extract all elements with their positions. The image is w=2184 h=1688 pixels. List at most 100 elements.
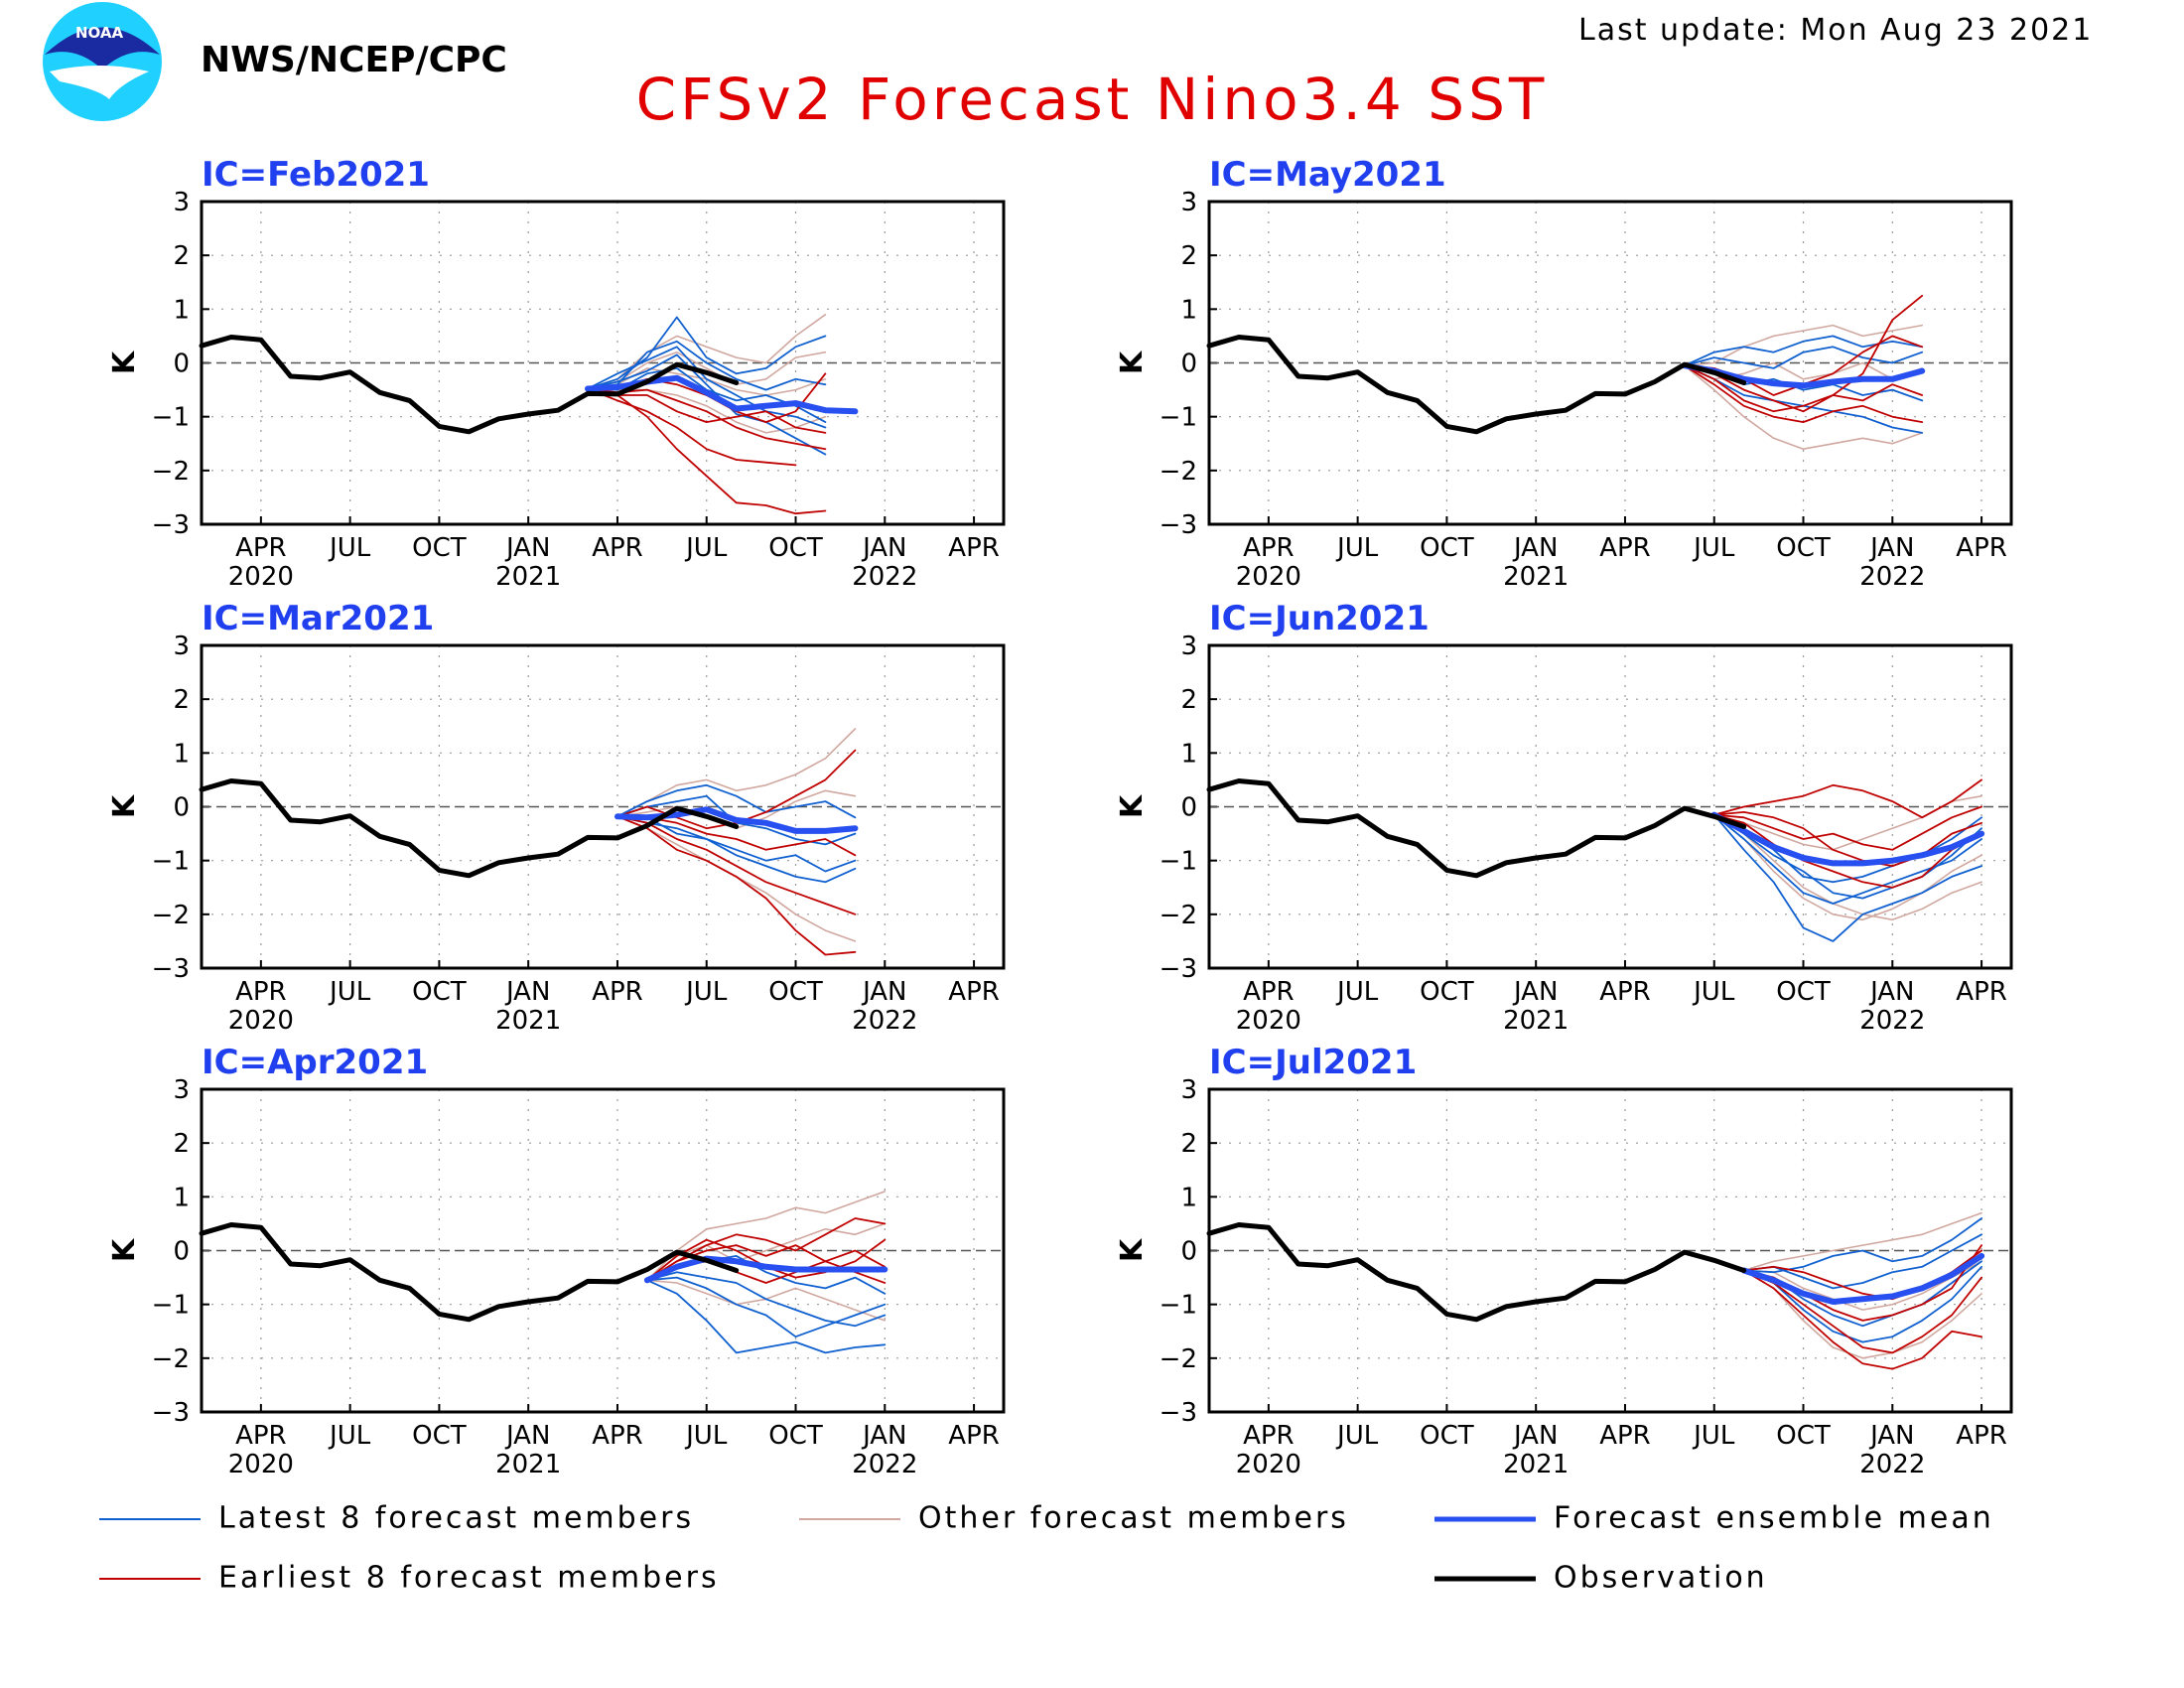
y-axis-label: K — [107, 350, 142, 374]
x-tick-label: JUL — [1692, 977, 1735, 1007]
y-tick-label: −2 — [152, 1344, 190, 1374]
x-tick-year: 2021 — [1503, 562, 1569, 592]
legend-earliest-label: Earliest 8 forecast members — [218, 1561, 720, 1596]
y-tick-label: −3 — [1160, 510, 1197, 540]
y-tick-label: 1 — [1180, 739, 1197, 769]
x-tick-label: APR — [235, 533, 287, 563]
y-tick-label: −1 — [1160, 1291, 1197, 1321]
y-axis-label: K — [1115, 793, 1150, 818]
x-tick-year: 2020 — [1236, 1006, 1301, 1036]
earliest-member-line — [616, 815, 857, 956]
panel-frame — [1207, 200, 2013, 526]
latest-member-line — [587, 316, 827, 390]
y-tick-label: −3 — [1160, 1398, 1197, 1428]
y-tick-label: −2 — [152, 457, 190, 487]
x-tick-year: 2022 — [852, 1450, 917, 1479]
y-tick-label: −3 — [152, 1398, 190, 1428]
x-tick-label: JUL — [684, 533, 728, 563]
x-tick-label: APR — [948, 533, 1000, 563]
x-tick-label: OCT — [1420, 977, 1474, 1007]
x-tick-label: JAN — [861, 977, 906, 1007]
x-tick-label: JUL — [684, 977, 728, 1007]
y-tick-label: −1 — [1160, 847, 1197, 877]
x-tick-label: APR — [1599, 1421, 1651, 1451]
y-tick-label: −1 — [1160, 403, 1197, 433]
x-tick-label: JUL — [328, 1421, 371, 1451]
observation-line — [199, 1222, 740, 1323]
latest-member-line — [646, 1279, 887, 1354]
y-tick-label: −1 — [152, 403, 190, 433]
x-tick-label: APR — [948, 1421, 1000, 1451]
panel-ic-label: IC=May2021 — [1209, 155, 1446, 195]
x-tick-label: APR — [235, 977, 287, 1007]
x-tick-label: APR — [235, 1421, 287, 1451]
x-tick-year: 2022 — [852, 562, 917, 592]
other-member-line — [1742, 1260, 1982, 1311]
y-tick-label: −1 — [152, 847, 190, 877]
y-tick-label: −3 — [1160, 954, 1197, 984]
latest-member-line — [1742, 1233, 1982, 1290]
panel-frame — [200, 1087, 1006, 1414]
other-member-line — [1712, 813, 1982, 921]
x-tick-label: APR — [592, 977, 643, 1007]
earliest-member-line — [1712, 778, 1982, 819]
x-tick-label: JUL — [1335, 977, 1379, 1007]
x-tick-year: 2021 — [1503, 1450, 1569, 1479]
earliest-member-line — [1712, 811, 1982, 867]
x-tick-year: 2021 — [495, 562, 561, 592]
panel-ic-label: IC=Mar2021 — [202, 599, 434, 638]
logo-text: NOAA — [75, 24, 124, 42]
y-tick-label: −2 — [1160, 1344, 1197, 1374]
y-tick-label: 1 — [173, 1183, 190, 1212]
panel-frame — [200, 200, 1006, 526]
x-tick-year: 2022 — [1859, 1006, 1925, 1036]
observation-line — [1206, 335, 1747, 435]
panel-ic-label: IC=Feb2021 — [202, 155, 430, 195]
x-tick-label: OCT — [768, 1421, 823, 1451]
y-tick-label: 2 — [1180, 241, 1197, 271]
panel-ic-label: IC=Jul2021 — [1209, 1043, 1417, 1082]
latest-member-line — [646, 1276, 887, 1338]
legend-mean-label: Forecast ensemble mean — [1554, 1501, 1994, 1536]
latest-member-line — [1742, 1265, 1982, 1343]
earliest-member-line — [587, 387, 827, 515]
legend-other-label: Other forecast members — [918, 1501, 1349, 1536]
latest-member-line — [616, 815, 857, 873]
y-tick-label: 1 — [1180, 295, 1197, 325]
y-axis-label: K — [107, 793, 142, 818]
y-tick-label: −2 — [1160, 457, 1197, 487]
latest-member-line — [646, 1255, 887, 1295]
x-tick-year: 2021 — [495, 1450, 561, 1479]
x-tick-label: APR — [1599, 977, 1651, 1007]
y-tick-label: 2 — [173, 685, 190, 715]
x-tick-label: JAN — [1868, 1421, 1914, 1451]
x-tick-label: APR — [592, 533, 643, 563]
other-member-line — [1684, 364, 1923, 451]
y-tick-label: 3 — [173, 632, 190, 661]
earliest-member-line — [587, 387, 797, 467]
y-tick-label: −3 — [152, 954, 190, 984]
y-tick-label: −3 — [152, 510, 190, 540]
x-tick-label: OCT — [1420, 533, 1474, 563]
y-tick-label: 2 — [1180, 685, 1197, 715]
y-tick-label: 0 — [1180, 350, 1197, 379]
legend-observation-label: Observation — [1554, 1561, 1768, 1596]
y-axis-label: K — [1115, 350, 1150, 374]
x-tick-label: JAN — [1868, 533, 1914, 563]
other-member-line — [1742, 1211, 1982, 1272]
earliest-member-line — [1742, 1269, 1982, 1370]
x-tick-label: OCT — [1776, 533, 1831, 563]
latest-member-line — [646, 1271, 887, 1328]
x-tick-label: APR — [948, 977, 1000, 1007]
other-member-line — [1742, 1269, 1982, 1359]
other-member-line — [1712, 813, 1982, 921]
earliest-member-line — [1683, 294, 1924, 413]
x-tick-label: JUL — [1692, 533, 1735, 563]
x-tick-label: APR — [1956, 977, 2007, 1007]
x-tick-label: APR — [592, 1421, 643, 1451]
